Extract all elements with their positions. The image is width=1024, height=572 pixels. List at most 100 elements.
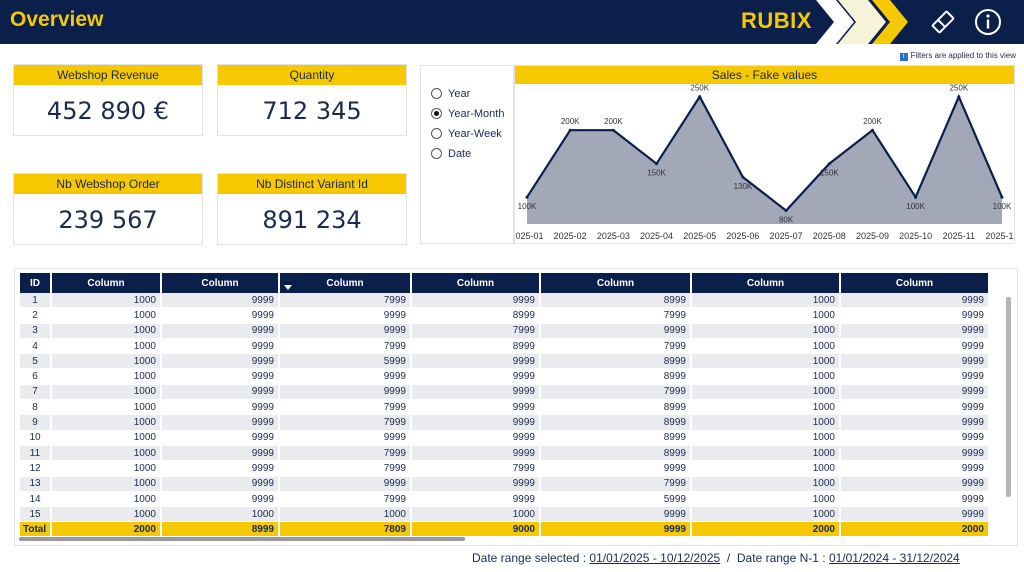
data-label: 100K — [518, 202, 537, 211]
table-cell: 1000 — [52, 338, 160, 355]
data-point[interactable] — [827, 162, 831, 166]
radio-year-month[interactable]: Year-Month — [431, 108, 504, 120]
table-cell: 9999 — [412, 445, 539, 462]
data-point[interactable] — [525, 195, 529, 199]
column-header[interactable]: Column — [692, 273, 839, 293]
date-range-n1-label: Date range N-1 : — [736, 551, 826, 565]
table-row[interactable]: 1 1000 9999 7999 9999 8999 1000 9999 — [20, 293, 988, 309]
table-cell: 9999 — [841, 369, 988, 385]
kpi-label: Webshop Revenue — [14, 65, 202, 85]
table-cell: 9999 — [162, 308, 278, 324]
total-cell: 9999 — [541, 522, 690, 538]
radio-date[interactable]: Date — [431, 148, 471, 160]
total-cell: 9000 — [412, 522, 539, 538]
table-cell: 9999 — [162, 338, 278, 355]
table-row[interactable]: 8 1000 9999 7999 9999 8999 1000 9999 — [20, 400, 988, 416]
table-row[interactable]: 15 1000 1000 1000 1000 9999 1000 9999 — [20, 507, 988, 523]
table-cell: 7999 — [541, 308, 690, 324]
data-point[interactable] — [957, 95, 961, 99]
table-cell: 9999 — [280, 323, 410, 339]
radio-year-week[interactable]: Year-Week — [431, 128, 502, 140]
radio-circle-year[interactable] — [431, 88, 442, 99]
table-cell: 1000 — [52, 476, 160, 492]
data-point[interactable] — [1000, 195, 1004, 199]
date-range-n1-value[interactable]: 01/01/2024 - 31/12/2024 — [828, 551, 960, 565]
table-row[interactable]: 2 1000 9999 9999 8999 7999 1000 9999 — [20, 308, 988, 324]
table-row[interactable]: 12 1000 9999 7999 7999 9999 1000 9999 — [20, 461, 988, 477]
date-range-selected-value[interactable]: 01/01/2025 - 10/12/2025 — [589, 551, 721, 565]
table-cell: 9999 — [841, 354, 988, 370]
data-label: 80K — [779, 216, 794, 225]
sort-desc-icon[interactable] — [284, 285, 292, 290]
table-cell: 7999 — [541, 338, 690, 355]
table-row[interactable]: 9 1000 9999 7999 9999 8999 1000 9999 — [20, 415, 988, 431]
radio-circle-date[interactable] — [431, 148, 442, 159]
column-header[interactable]: Column — [841, 273, 988, 293]
radio-year[interactable]: Year — [431, 88, 470, 100]
table-cell: 9999 — [412, 415, 539, 431]
data-point[interactable] — [741, 175, 745, 179]
x-tick-label: 2025-03 — [597, 231, 630, 241]
data-point[interactable] — [784, 209, 788, 213]
column-header[interactable]: Column — [541, 273, 690, 293]
radio-circle-year-week[interactable] — [431, 128, 442, 139]
kpi-value: 239 567 — [58, 206, 158, 234]
table-cell: 1000 — [692, 507, 839, 523]
eraser-icon[interactable] — [928, 7, 958, 37]
x-tick-label: 2025-08 — [813, 231, 846, 241]
table-cell: 9999 — [412, 384, 539, 401]
data-table: ID Column Column Column Column Column Column Co… — [18, 273, 990, 538]
column-header[interactable]: Column — [162, 273, 278, 293]
radio-circle-year-month[interactable] — [431, 108, 442, 119]
column-header-id[interactable]: ID — [20, 273, 50, 293]
table-row[interactable]: 6 1000 9999 9999 9999 8999 1000 9999 — [20, 369, 988, 385]
table-cell: 1000 — [52, 384, 160, 401]
data-point[interactable] — [568, 128, 572, 132]
info-icon[interactable] — [973, 7, 1003, 37]
table-cell: 8999 — [541, 354, 690, 370]
chart-title: Sales - Fake values — [515, 66, 1014, 84]
table-row[interactable]: 3 1000 9999 9999 7999 9999 1000 9999 — [20, 323, 988, 339]
date-range-separator: / — [726, 551, 731, 565]
data-point[interactable] — [698, 95, 702, 99]
row-id-cell: 8 — [20, 400, 50, 416]
table-row[interactable]: 10 1000 9999 9999 9999 8999 1000 9999 — [20, 430, 988, 446]
table-cell: 1000 — [692, 308, 839, 324]
table-cell: 1000 — [692, 415, 839, 431]
data-label: 150K — [647, 169, 666, 178]
data-point[interactable] — [655, 162, 659, 166]
data-point[interactable] — [914, 195, 918, 199]
table-cell: 9999 — [841, 430, 988, 446]
x-tick-label: 2025-09 — [856, 231, 889, 241]
horizontal-scrollbar[interactable] — [19, 537, 465, 541]
table-row[interactable]: 11 1000 9999 7999 9999 8999 1000 9999 — [20, 445, 988, 462]
table-cell: 9999 — [412, 430, 539, 446]
x-tick-label: 2025-05 — [683, 231, 716, 241]
table-cell: 9999 — [841, 415, 988, 431]
sales-area-chart[interactable]: 100K 2025-01 200K 2025-02 200K 2025-03 150K 202… — [510, 84, 1018, 243]
table-row[interactable]: 7 1000 9999 9999 9999 7999 1000 9999 — [20, 384, 988, 401]
table-cell: 9999 — [162, 293, 278, 309]
data-label: 200K — [561, 117, 580, 126]
table-cell: 8999 — [412, 308, 539, 324]
table-row[interactable]: 13 1000 9999 9999 9999 7999 1000 9999 — [20, 476, 988, 492]
data-point[interactable] — [870, 128, 874, 132]
granularity-selector: Year Year-Month Year-Week Date — [420, 65, 514, 244]
column-header[interactable]: Column — [52, 273, 160, 293]
x-tick-label: 2025-06 — [726, 231, 759, 241]
table-row[interactable]: 5 1000 9999 5999 9999 8999 1000 9999 — [20, 354, 988, 370]
data-point[interactable] — [611, 128, 615, 132]
table-cell: 5999 — [280, 354, 410, 370]
table-cell: 7999 — [412, 461, 539, 477]
column-header[interactable]: Column — [280, 273, 410, 293]
top-header: Overview RUBIX — [0, 0, 1024, 44]
table-cell: 9999 — [162, 323, 278, 339]
table-row[interactable]: 14 1000 9999 7999 9999 5999 1000 9999 — [20, 491, 988, 508]
table-cell: 9999 — [162, 430, 278, 446]
column-header[interactable]: Column — [412, 273, 539, 293]
table-cell: 9999 — [841, 384, 988, 401]
x-tick-label: 2025-04 — [640, 231, 673, 241]
vertical-scrollbar[interactable] — [1006, 297, 1011, 497]
table-row[interactable]: 4 1000 9999 7999 8999 7999 1000 9999 — [20, 338, 988, 355]
table-cell: 9999 — [162, 369, 278, 385]
